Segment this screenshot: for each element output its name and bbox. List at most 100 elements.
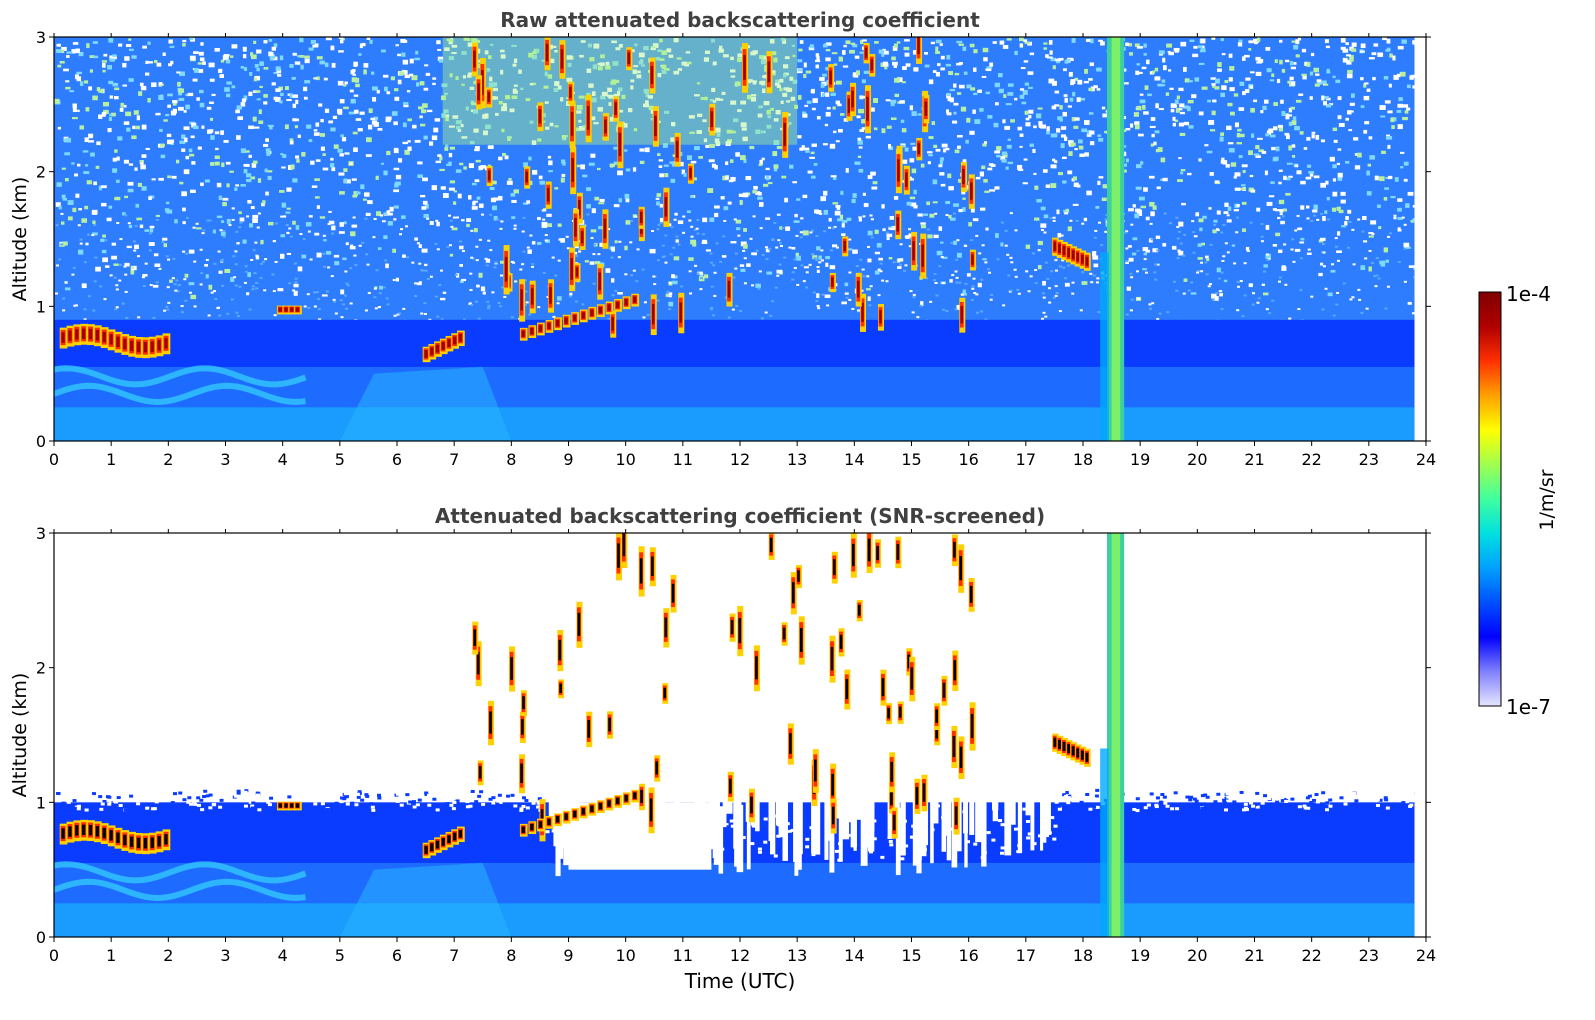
noise-speck	[1019, 133, 1024, 137]
noise-speck	[1063, 94, 1068, 97]
noise-speck	[1017, 292, 1021, 295]
noise-speck	[178, 88, 185, 93]
noise-speck	[267, 170, 273, 173]
mask-edge-speck	[251, 801, 256, 805]
noise-speck	[556, 302, 560, 305]
y-tick-label: 2	[36, 163, 46, 182]
noise-speck	[417, 174, 423, 178]
noise-speck	[135, 203, 140, 208]
noise-speck	[1385, 259, 1389, 263]
noise-speck	[1397, 207, 1402, 212]
noise-speck	[1253, 153, 1260, 156]
noise-speck	[1070, 58, 1074, 61]
noise-speck	[748, 79, 753, 83]
noise-speck	[1172, 122, 1177, 127]
cloud-core	[675, 140, 679, 158]
noise-speck	[246, 163, 250, 167]
noise-speck	[722, 235, 726, 238]
noise-speck	[432, 82, 436, 86]
noise-speck	[1155, 103, 1159, 109]
noise-speck	[1225, 164, 1230, 168]
noise-speck	[766, 124, 772, 129]
noise-speck	[148, 242, 155, 246]
mask-edge-speck	[64, 797, 69, 801]
noise-speck	[749, 237, 753, 240]
mask-edge-speck	[1014, 830, 1019, 834]
noise-speck	[761, 253, 765, 256]
noise-speck	[1052, 219, 1056, 222]
noise-speck	[1006, 38, 1012, 41]
noise-speck	[1253, 99, 1258, 103]
noise-speck	[1149, 125, 1156, 128]
noise-speck	[775, 109, 781, 115]
noise-speck	[1001, 158, 1007, 163]
mask-edge-speck	[1253, 803, 1258, 807]
noise-speck	[542, 271, 546, 274]
noise-speck	[693, 228, 697, 231]
noise-speck	[238, 211, 242, 215]
noise-speck	[201, 125, 205, 129]
noise-speck	[414, 282, 418, 285]
cloud-core	[473, 50, 476, 68]
noise-speck	[1059, 105, 1063, 110]
noise-speck	[230, 298, 234, 301]
noise-speck	[184, 299, 188, 302]
noise-speck	[909, 290, 913, 293]
noise-speck	[1342, 282, 1346, 285]
masked-gap	[1030, 783, 1035, 851]
noise-speck	[1391, 125, 1395, 129]
mask-edge-speck	[994, 833, 999, 837]
cloud-core	[615, 301, 620, 309]
noise-speck	[346, 179, 351, 184]
noise-speck	[690, 195, 694, 198]
noise-speck	[848, 271, 852, 274]
noise-speck	[439, 58, 443, 63]
noise-speck	[1143, 187, 1148, 192]
cloud-core	[917, 143, 921, 155]
noise-speck	[913, 67, 919, 72]
noise-speck	[1069, 97, 1074, 102]
mask-edge-speck	[495, 801, 500, 805]
cloud-core	[590, 309, 594, 316]
noise-speck	[1025, 117, 1030, 121]
noise-speck	[322, 252, 326, 255]
noise-speck	[1054, 104, 1060, 107]
noise-speck	[1122, 163, 1128, 167]
noise-speck	[1040, 317, 1044, 320]
noise-speck	[292, 52, 297, 56]
noise-speck	[701, 233, 705, 236]
noise-speck	[1053, 160, 1058, 164]
cloud-core	[970, 182, 973, 200]
noise-speck	[593, 243, 597, 246]
cloud-core	[520, 289, 523, 311]
noise-speck	[1252, 292, 1256, 295]
noise-speck	[137, 316, 141, 319]
noise-speck	[372, 97, 377, 102]
noise-speck	[197, 146, 202, 150]
noise-speck	[1264, 170, 1268, 176]
noise-speck	[403, 104, 409, 108]
noise-speck	[422, 103, 428, 108]
noise-speck	[169, 279, 173, 283]
noise-speck	[578, 250, 582, 253]
noise-speck	[752, 80, 757, 83]
noise-speck	[394, 96, 400, 101]
masked-gap	[621, 755, 628, 823]
noise-speck	[1093, 236, 1097, 239]
noise-speck	[407, 118, 412, 122]
noise-speck	[931, 121, 935, 125]
noise-speck	[1323, 101, 1327, 106]
noise-speck	[1332, 164, 1337, 169]
noise-speck	[825, 66, 831, 71]
mask-edge-speck	[468, 804, 473, 808]
noise-speck	[102, 257, 108, 263]
noise-speck	[558, 238, 562, 241]
noise-speck	[310, 39, 316, 45]
noise-speck	[548, 170, 553, 173]
mask-edge-speck	[1255, 791, 1260, 795]
noise-speck	[1183, 105, 1189, 109]
noise-speck	[1025, 244, 1031, 249]
noise-speck	[125, 111, 132, 117]
mask-edge-speck	[1405, 797, 1410, 801]
